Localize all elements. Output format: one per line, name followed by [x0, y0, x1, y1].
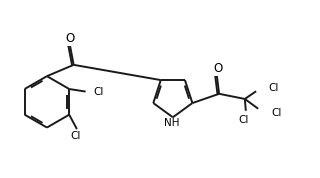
Text: Cl: Cl	[238, 114, 248, 124]
Text: O: O	[65, 32, 74, 45]
Text: O: O	[213, 62, 222, 75]
Text: Cl: Cl	[93, 87, 104, 97]
Text: Cl: Cl	[271, 108, 281, 118]
Text: Cl: Cl	[268, 83, 278, 93]
Text: NH: NH	[164, 118, 180, 129]
Text: Cl: Cl	[71, 131, 81, 141]
